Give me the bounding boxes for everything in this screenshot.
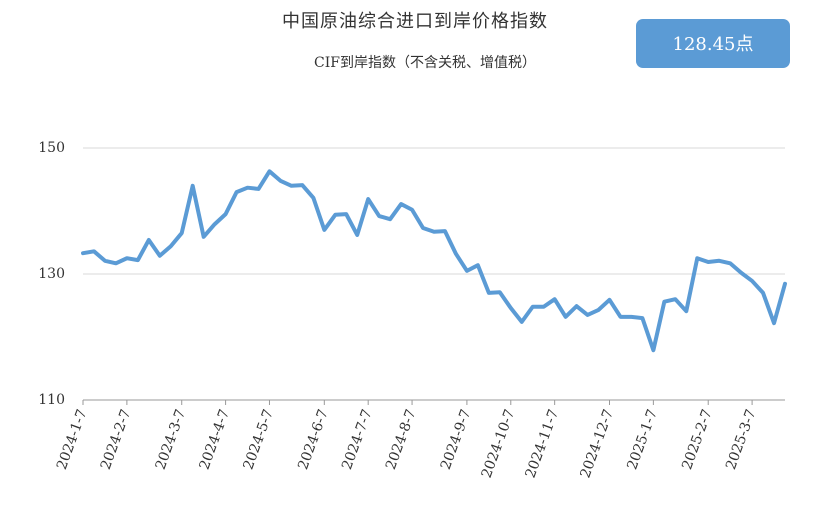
- x-tick-label: 2024-4-7: [197, 407, 234, 472]
- y-tick-label: 150: [38, 140, 65, 156]
- badge-text: 128.45点: [673, 34, 754, 55]
- x-tick-label: 2024-3-7: [153, 407, 190, 472]
- x-tick-label: 2024-12-7: [577, 407, 617, 480]
- badge-box: [636, 19, 790, 68]
- x-tick-label: 2024-1-7: [54, 407, 91, 472]
- data-line: [81, 169, 787, 353]
- x-tick-label: 2024-2-7: [98, 407, 135, 472]
- x-tick-label: 2024-9-7: [438, 407, 475, 472]
- x-tick-label: 2024-7-7: [339, 407, 376, 472]
- x-tick-label: 2024-11-7: [523, 407, 563, 480]
- x-tick-label: 2024-5-7: [240, 407, 277, 472]
- y-tick-label: 130: [38, 266, 65, 282]
- x-tick-label: 2025-2-7: [679, 407, 716, 472]
- y-tick-label: 110: [38, 392, 65, 408]
- chart-subtitle: CIF到岸指数（不含关税、增值税）: [314, 55, 536, 71]
- x-tick-label: 2025-3-7: [723, 407, 760, 472]
- x-tick-label: 2025-1-7: [624, 407, 661, 472]
- x-tick-label: 2024-6-7: [295, 407, 332, 472]
- x-tick-label: 2024-8-7: [383, 407, 420, 472]
- chart-title: 中国原油综合进口到岸价格指数: [282, 11, 548, 32]
- x-tick-label: 2024-10-7: [479, 407, 519, 480]
